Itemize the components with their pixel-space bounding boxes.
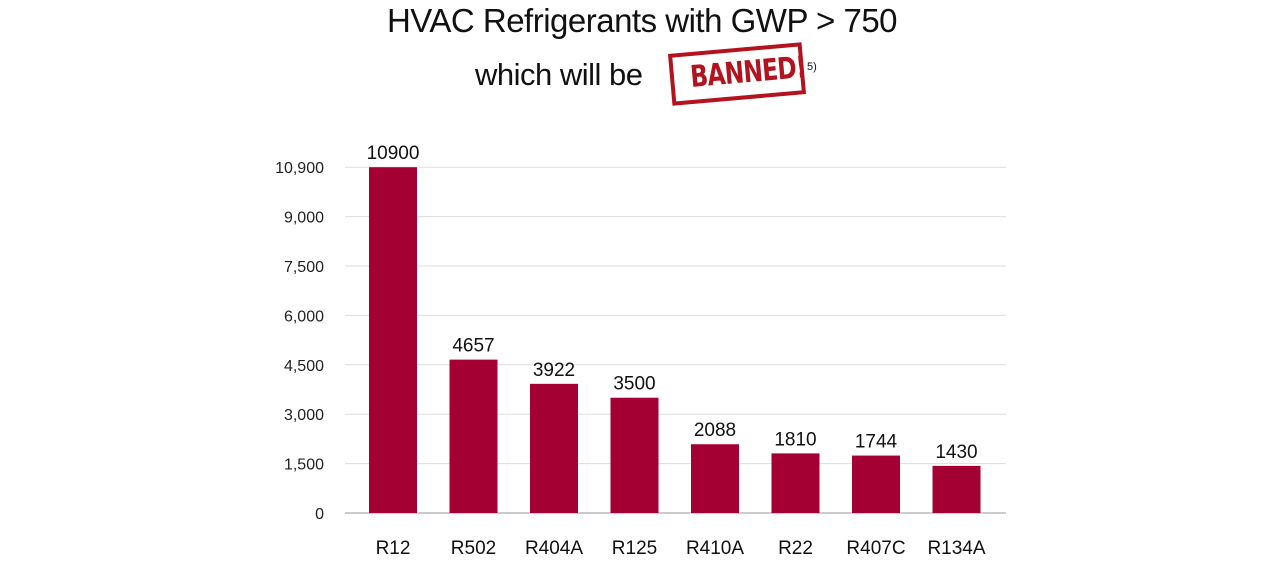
y-tick-label: 3,000 xyxy=(284,407,324,424)
y-tick-label: 10,900 xyxy=(275,160,324,177)
bar-r125 xyxy=(610,397,659,513)
bar-r134a xyxy=(932,465,981,513)
y-tick-label: 4,500 xyxy=(284,358,324,375)
data-label: 4657 xyxy=(452,336,494,357)
data-label: 2088 xyxy=(694,420,736,441)
data-label: 10900 xyxy=(367,143,420,164)
x-tick-label: R410A xyxy=(686,538,744,559)
data-label: 3922 xyxy=(533,360,575,381)
y-tick-label: 6,000 xyxy=(284,308,324,325)
x-tick-label: R502 xyxy=(451,538,496,559)
x-tick-label: R407C xyxy=(846,538,905,559)
data-label: 1430 xyxy=(935,442,977,463)
y-tick-label: 1,500 xyxy=(284,457,324,474)
bar-r407c xyxy=(852,455,900,513)
x-tick-label: R125 xyxy=(612,538,657,559)
chart-subtitle: which will be xyxy=(475,57,643,92)
x-tick-label: R12 xyxy=(376,538,411,559)
data-label: 1810 xyxy=(774,429,816,450)
footnote: 5) xyxy=(807,61,817,73)
x-tick-label: R404A xyxy=(525,538,583,559)
y-tick-label: 7,500 xyxy=(284,259,324,276)
data-label: 3500 xyxy=(613,374,655,395)
x-tick-label: R22 xyxy=(778,538,813,559)
bar-r410a xyxy=(691,444,739,513)
bar-r502 xyxy=(449,359,498,513)
y-tick-label: 9,000 xyxy=(284,210,324,227)
x-tick-label: R134A xyxy=(927,538,985,559)
bar-r22 xyxy=(771,453,820,513)
data-label: 1744 xyxy=(855,432,898,453)
y-tick-label: 0 xyxy=(315,506,324,523)
bar-r404a xyxy=(530,383,578,513)
bar-r12 xyxy=(369,167,417,513)
chart-title: HVAC Refrigerants with GWP > 750 xyxy=(386,2,898,39)
